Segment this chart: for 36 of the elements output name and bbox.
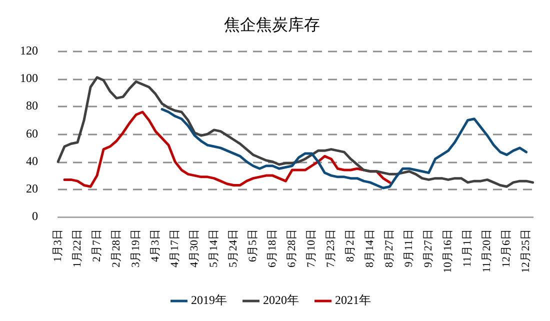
- x-tick-label: 12月6日: [500, 229, 513, 268]
- x-tick-label: 9月27日: [422, 229, 435, 268]
- x-tick-label: 9月11日: [403, 229, 416, 268]
- x-tick-label: 10月16日: [442, 229, 454, 273]
- legend-label: 2021年: [335, 293, 371, 308]
- y-tick-label: 0: [32, 209, 38, 224]
- y-tick-label: 40: [26, 154, 38, 168]
- y-tick-label: 20: [26, 182, 38, 196]
- x-tick-label: 8月27日: [384, 229, 396, 268]
- x-tick-label: 4月30日: [188, 229, 200, 268]
- legend-label: 2019年: [191, 293, 227, 308]
- y-tick-label: 120: [20, 43, 38, 58]
- x-tick-label: 7月10日: [306, 229, 318, 268]
- x-tick-label: 8月2日: [344, 229, 357, 262]
- x-tick-label: 4月3日: [149, 229, 162, 262]
- x-tick-label: 6月28日: [286, 229, 298, 268]
- x-tick-label: 6月18日: [266, 229, 279, 268]
- x-tick-label: 5月24日: [228, 229, 240, 268]
- x-tick-label: 6月5日: [247, 229, 260, 262]
- x-tick-label: 2月7日: [90, 229, 103, 262]
- x-tick-label: 3月19日: [130, 229, 142, 268]
- y-tick-label: 100: [20, 70, 38, 85]
- x-tick-label: 1月22日: [71, 229, 84, 268]
- y-tick-label: 80: [26, 98, 38, 113]
- x-tick-label: 11月20日: [481, 229, 494, 273]
- x-tick-label: 11月1日: [462, 229, 474, 268]
- legend-label: 2020年: [263, 293, 299, 308]
- x-tick-label: 7月23日: [325, 229, 338, 268]
- x-tick-label: 5月14日: [208, 229, 220, 268]
- x-tick-label: 2月28日: [110, 229, 122, 268]
- x-tick-label: 12月25日: [520, 229, 532, 273]
- y-tick-label: 60: [26, 126, 38, 140]
- x-tick-label: 8月14日: [364, 229, 376, 268]
- chart-title: 焦企焦炭库存: [224, 16, 320, 34]
- x-tick-label: 4月17日: [168, 229, 181, 268]
- x-tick-label: 1月3日: [52, 229, 64, 262]
